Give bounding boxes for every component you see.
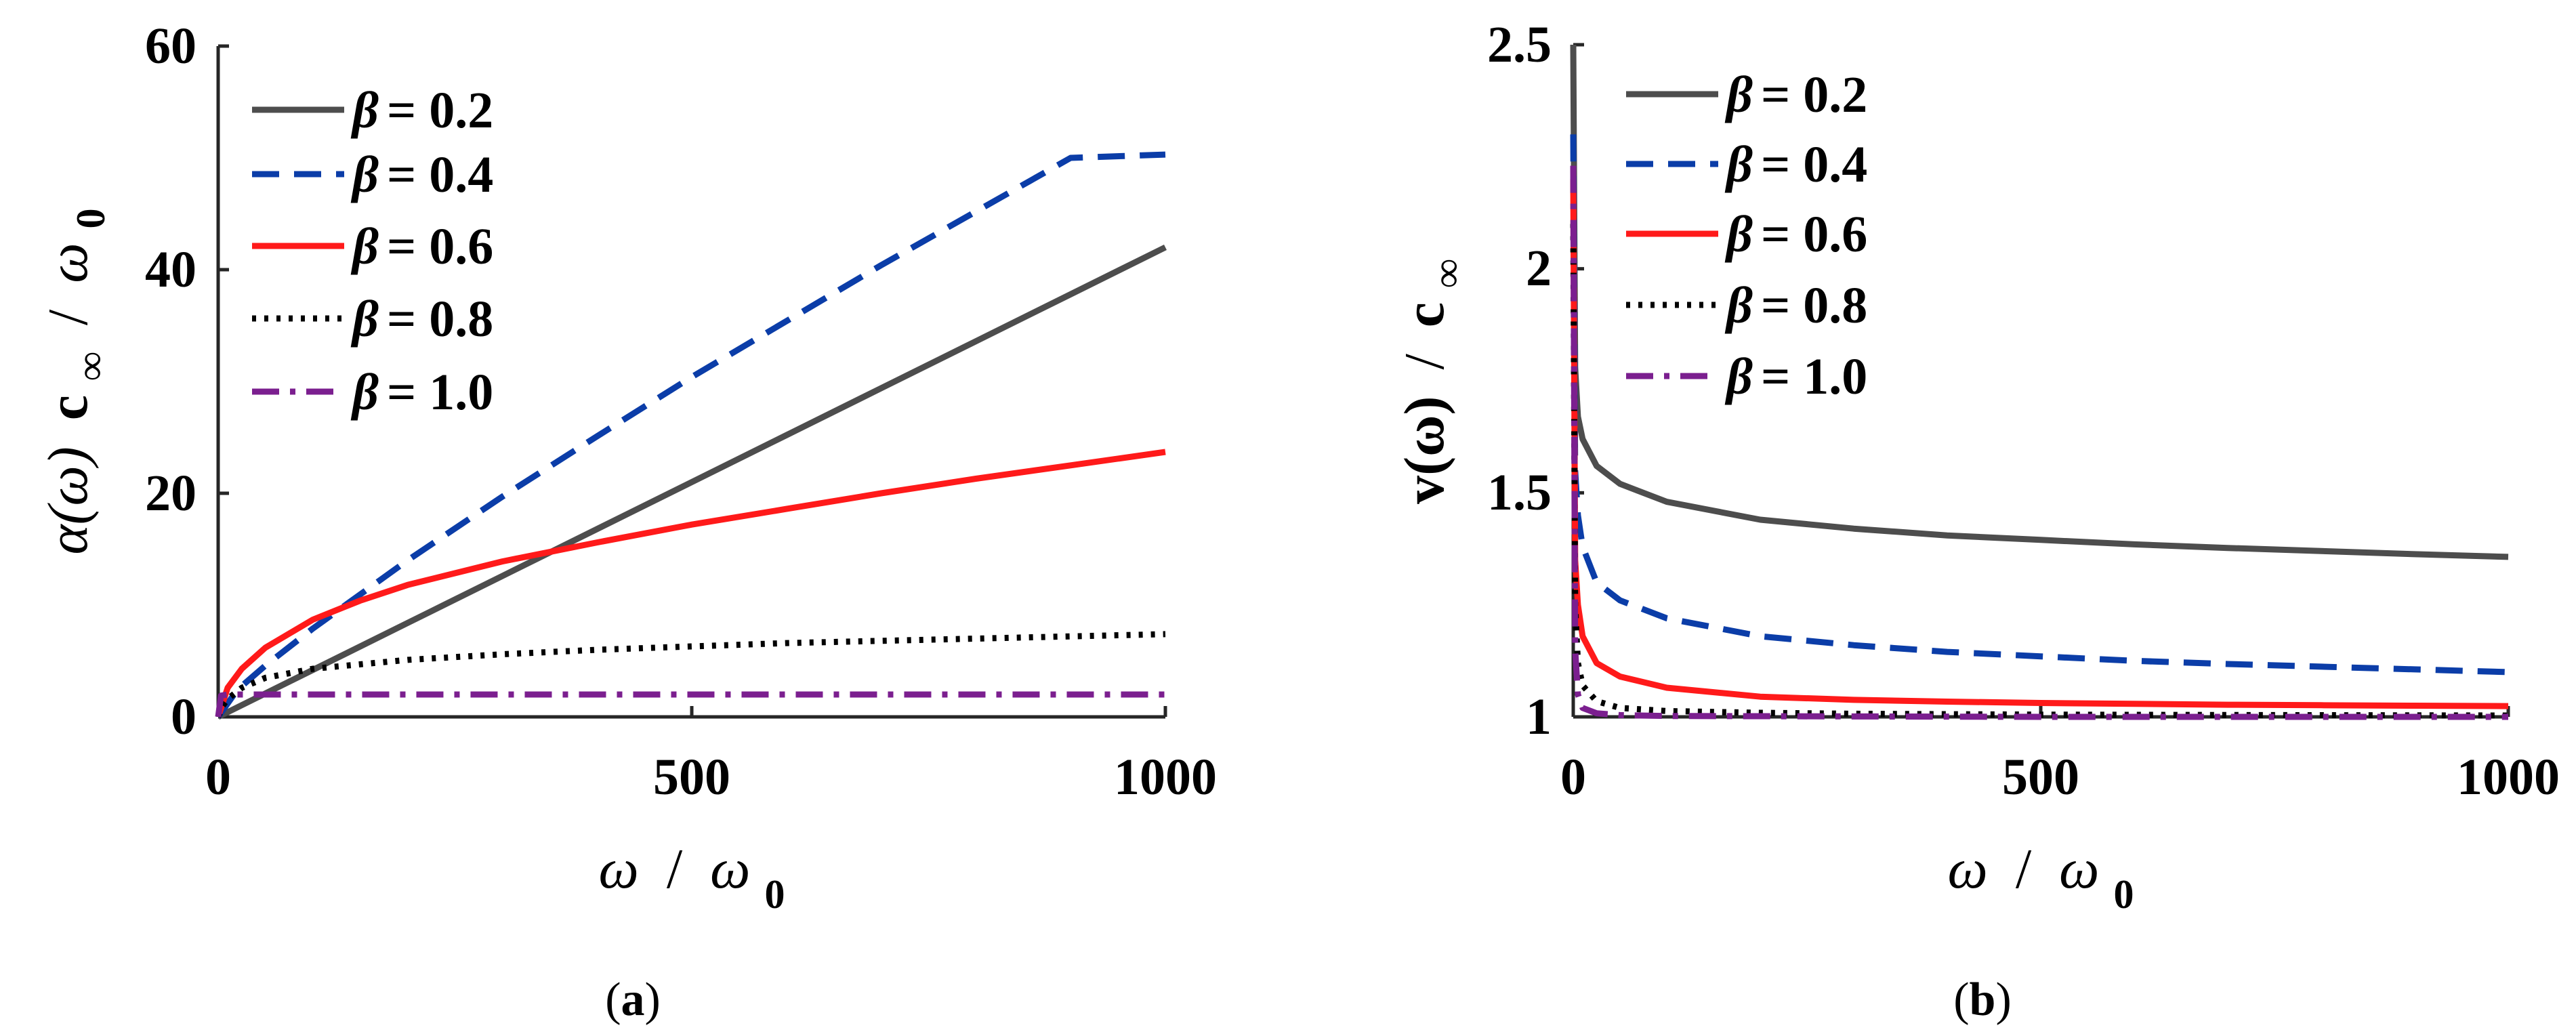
panel-b-x-tick-label: 0 bbox=[1560, 749, 1586, 806]
legend-beta: β bbox=[1724, 348, 1753, 405]
legend-beta: β bbox=[1724, 277, 1753, 334]
series-line-beta-0-8 bbox=[215, 631, 1166, 718]
panel-b-x-label-subscript: 0 bbox=[2113, 872, 2134, 917]
series-line-beta-0-4 bbox=[215, 151, 1166, 719]
panel-a-y-tick-label: 20 bbox=[145, 465, 196, 522]
legend-beta: β bbox=[350, 82, 379, 139]
panel-a-x-tick-label: 500 bbox=[653, 749, 730, 806]
legend-value: = 0.6 bbox=[1761, 206, 1867, 263]
legend-beta: β bbox=[350, 146, 379, 203]
panel-a-y-label-omega0: ω bbox=[37, 243, 100, 283]
panel-b-x-label-slash: / bbox=[2016, 837, 2032, 900]
panel-b-x-tick-label: 1000 bbox=[2457, 749, 2560, 806]
panel-a-x-label-omega: ω bbox=[599, 837, 639, 900]
panel-a-caption-open: ( bbox=[605, 974, 621, 1026]
panel-a-y-label-slash: / bbox=[37, 309, 100, 325]
panel-a-x-label-subscript: 0 bbox=[764, 872, 785, 917]
legend-beta: β bbox=[1724, 206, 1753, 263]
panel-a-caption-close: ) bbox=[645, 974, 661, 1026]
panel-b-series-lines bbox=[1570, 44, 2509, 720]
panel-a-axes bbox=[216, 44, 1167, 719]
legend-label: β = 0.2 bbox=[350, 82, 493, 139]
panel-a-caption: (a) bbox=[605, 974, 661, 1026]
panel-b-y-label-slash: / bbox=[1393, 354, 1456, 370]
legend-beta: β bbox=[350, 364, 379, 421]
panel-b-legend: β = 0.2 β = 0.4 β = 0.6 β = 0.8 β = 1.0 bbox=[1626, 66, 1867, 405]
panel-a-y-tick-label: 60 bbox=[145, 18, 196, 75]
legend-label: β = 0.2 bbox=[1724, 66, 1867, 123]
panel-a-x-tick-label: 1000 bbox=[1114, 749, 1217, 806]
legend-value: = 0.8 bbox=[387, 291, 493, 348]
legend-beta: β bbox=[1724, 136, 1753, 193]
legend-label: β = 0.6 bbox=[350, 218, 493, 275]
panel-a-y-tick-label: 40 bbox=[145, 241, 196, 298]
panel-a-series-lines bbox=[215, 151, 1167, 720]
series-line-beta-0-6 bbox=[1570, 179, 2509, 709]
panel-a-y-axis-label: α(ω) c ∞ / ω 0 bbox=[37, 208, 117, 554]
legend-label: β = 0.4 bbox=[350, 146, 493, 203]
legend-value: = 0.6 bbox=[387, 218, 493, 275]
panel-b-x-label-omega0: ω bbox=[2059, 837, 2099, 900]
series-line-beta-0-2 bbox=[217, 244, 1167, 720]
panel-b-y-tick-label: 2.5 bbox=[1487, 16, 1552, 73]
panel-a-x-axis-label: ω / ω 0 bbox=[599, 837, 785, 917]
series-line-beta-1-0 bbox=[1570, 165, 2508, 720]
panel-b-y-label-c: c bbox=[1393, 302, 1456, 327]
panel-b-y-tick-label: 2 bbox=[1526, 240, 1552, 297]
legend-value: = 0.2 bbox=[387, 82, 493, 139]
series-line-beta-1-0 bbox=[215, 691, 1165, 718]
series-line-beta-0-2 bbox=[1570, 44, 2509, 560]
series-line-beta-0-6 bbox=[215, 449, 1166, 718]
panel-a-y-label-alpha: α(ω) bbox=[37, 447, 100, 554]
panel-b-caption-open: ( bbox=[1953, 974, 1969, 1026]
legend-label: β = 0.4 bbox=[1724, 136, 1867, 193]
panel-a-y-label-c: c bbox=[37, 395, 100, 420]
panel-b-axes bbox=[1571, 43, 2510, 719]
legend-beta: β bbox=[1724, 66, 1753, 123]
panel-b-x-axis-label: ω / ω 0 bbox=[1948, 837, 2134, 917]
panel-a-caption-letter: a bbox=[621, 974, 645, 1026]
panel-b-caption-close: ) bbox=[1995, 974, 2011, 1026]
legend-value: = 1.0 bbox=[1761, 348, 1867, 405]
legend-label: β = 0.6 bbox=[1724, 206, 1867, 263]
legend-value: = 1.0 bbox=[387, 364, 493, 421]
panel-b-x-tick-label: 500 bbox=[2002, 749, 2079, 806]
legend-value: = 0.4 bbox=[387, 146, 493, 203]
legend-label: β = 0.8 bbox=[1724, 277, 1867, 334]
panel-a-x-tick-label: 0 bbox=[205, 749, 231, 806]
legend-label: β = 1.0 bbox=[350, 364, 493, 421]
panel-a: 0 20 40 60 0 500 1000 ω / ω 0 α(ω) c ∞ /… bbox=[37, 18, 1217, 1026]
legend-value: = 0.8 bbox=[1761, 277, 1867, 334]
panel-a-y-label-sub0: 0 bbox=[68, 208, 113, 228]
panel-b: 1 1.5 2 2.5 0 500 1000 ω / ω 0 v(ω) / c … bbox=[1393, 16, 2560, 1026]
legend-beta: β bbox=[350, 218, 379, 275]
series-line-beta-0-8 bbox=[1570, 224, 2509, 719]
legend-value: = 0.2 bbox=[1761, 66, 1867, 123]
legend-beta: β bbox=[350, 291, 379, 348]
panel-a-x-label-slash: / bbox=[667, 837, 683, 900]
panel-b-caption: (b) bbox=[1953, 974, 2012, 1026]
legend-label: β = 1.0 bbox=[1724, 348, 1867, 405]
panel-a-y-label-sub-inf: ∞ bbox=[68, 352, 113, 381]
panel-b-caption-letter: b bbox=[1970, 974, 1996, 1026]
panel-b-y-axis-label: v(ω) / c ∞ bbox=[1393, 259, 1470, 504]
panel-b-y-tick-label: 1.5 bbox=[1487, 464, 1552, 521]
panel-a-x-label-omega0: ω bbox=[710, 837, 750, 900]
panel-b-y-tick-label: 1 bbox=[1526, 688, 1552, 745]
panel-b-y-label-v: v(ω) bbox=[1393, 396, 1456, 504]
panel-b-x-label-omega: ω bbox=[1948, 837, 1988, 900]
legend-label: β = 0.8 bbox=[350, 291, 493, 348]
panel-a-legend: β = 0.2 β = 0.4 β = 0.6 β = 0.8 β = 1.0 bbox=[252, 82, 493, 421]
legend-value: = 0.4 bbox=[1761, 136, 1867, 193]
panel-a-y-tick-label: 0 bbox=[171, 688, 196, 745]
series-line-beta-0-4 bbox=[1570, 134, 2509, 676]
panel-b-y-label-sub-inf: ∞ bbox=[1425, 259, 1470, 288]
